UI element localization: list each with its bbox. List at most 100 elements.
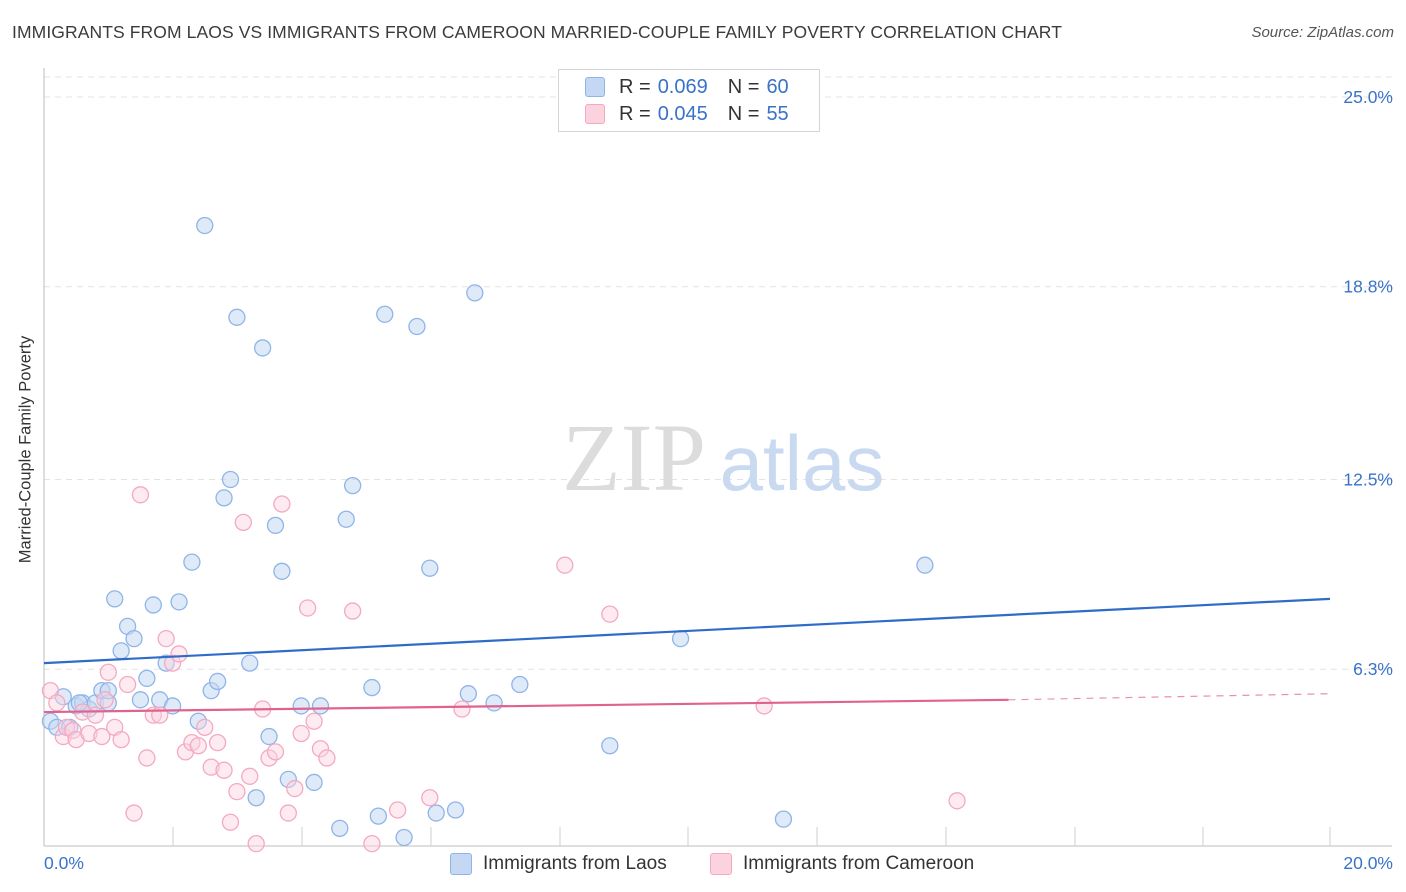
watermark: ZIP atlas <box>562 404 884 511</box>
laos-point <box>112 642 130 660</box>
cameroon-point <box>601 605 619 623</box>
cameroon-point <box>279 804 297 822</box>
laos-point <box>408 317 426 336</box>
laos-point <box>916 556 934 574</box>
laos-point <box>601 737 619 755</box>
cameroon-point <box>170 645 188 663</box>
laos-point <box>337 510 355 528</box>
cameroon-point <box>215 761 233 779</box>
y-tick-label: 18.8% <box>1343 277 1393 297</box>
cameroon-point <box>247 834 265 853</box>
chart-title: IMMIGRANTS FROM LAOS VS IMMIGRANTS FROM … <box>12 22 1062 42</box>
cameroon-point <box>388 801 407 819</box>
cameroon-point <box>363 834 381 853</box>
laos-point <box>485 694 503 712</box>
legend-row-laos: R = 0.069 N = 60 <box>585 76 789 98</box>
cameroon-point <box>202 758 220 776</box>
y-tick-label: 12.5% <box>1343 470 1393 490</box>
n-value-laos: 60 <box>766 75 789 98</box>
laos-point <box>459 685 478 703</box>
laos-point <box>247 789 265 807</box>
r-value-laos: 0.069 <box>657 75 708 98</box>
cameroon-point <box>138 749 156 767</box>
cameroon-point <box>755 697 773 715</box>
watermark-zip: ZIP <box>562 404 706 511</box>
laos-point <box>266 516 285 535</box>
x-tick-label: 0.0% <box>44 853 84 873</box>
cameroon-point <box>948 792 966 810</box>
bottom-legend-laos: Immigrants from Laos <box>450 852 667 876</box>
laos-point <box>106 590 124 608</box>
laos-point <box>215 489 233 507</box>
laos-point <box>343 476 362 495</box>
y-tick-label: 25.0% <box>1343 87 1393 107</box>
laos-point <box>241 654 259 672</box>
cameroon-point <box>421 789 439 807</box>
cameroon-point <box>298 599 317 617</box>
cameroon-trend-extension <box>1008 693 1331 701</box>
laos-point <box>774 810 793 828</box>
n-value-cameroon: 55 <box>766 102 789 125</box>
laos-point <box>376 305 394 323</box>
n-label: N = <box>727 75 760 98</box>
laos-point <box>196 216 214 235</box>
legend-row-cameroon: R = 0.045 N = 55 <box>585 103 789 125</box>
cameroon-point <box>318 749 336 767</box>
laos-point <box>125 629 143 648</box>
trend-lines <box>43 597 1331 714</box>
cameroon-point <box>80 724 98 743</box>
cameroon-point <box>112 730 130 749</box>
laos-point <box>305 773 323 792</box>
laos-point <box>131 691 150 709</box>
cameroon-point <box>311 740 330 758</box>
laos-point <box>427 804 445 822</box>
cameroon-point <box>189 737 207 755</box>
laos-point <box>421 559 439 577</box>
laos-point <box>279 770 297 789</box>
cameroon-point <box>292 724 310 743</box>
r-label: R = <box>619 102 651 125</box>
cameroon-point <box>131 486 150 504</box>
cameroon-point <box>260 749 278 767</box>
n-label: N = <box>727 102 760 125</box>
laos-legend-swatch <box>450 853 472 875</box>
laos-point <box>253 339 272 357</box>
laos-trend-line <box>43 597 1331 665</box>
axes <box>43 68 1392 847</box>
watermark-atlas: atlas <box>720 419 885 507</box>
cameroon-swatch <box>585 104 605 124</box>
laos-legend-label: Immigrants from Laos <box>483 853 667 874</box>
laos-point <box>170 593 188 611</box>
cameroon-point <box>48 694 66 712</box>
tick-labels: 25.0% 18.8% 12.5% 6.3% 0.0% 20.0% <box>44 87 1393 873</box>
x-tick-label: 20.0% <box>1343 853 1393 873</box>
cameroon-point <box>125 804 143 822</box>
y-axis-label: Married-Couple Family Poverty <box>16 335 35 564</box>
laos-point <box>671 629 690 648</box>
laos-swatch <box>585 77 605 97</box>
laos-point <box>369 807 388 825</box>
cameroon-point <box>273 495 291 513</box>
cameroon-point <box>228 782 246 801</box>
laos-point <box>228 308 246 326</box>
cameroon-point <box>453 700 471 718</box>
laos-point <box>189 712 207 730</box>
laos-point <box>311 697 330 715</box>
laos-point <box>260 727 278 746</box>
cameroon-trend-line <box>43 698 1009 714</box>
cameroon-point <box>96 691 114 709</box>
laos-point <box>138 669 156 688</box>
cameroon-point <box>118 675 137 694</box>
cameroon-legend-label: Immigrants from Cameroon <box>743 853 975 874</box>
cameroon-point <box>93 727 111 746</box>
laos-point <box>363 678 381 697</box>
bottom-legend-cameroon: Immigrants from Cameroon <box>710 852 974 876</box>
laos-point <box>331 819 349 837</box>
laos-point <box>273 562 291 580</box>
laos-point <box>144 596 162 614</box>
laos-point <box>511 675 529 694</box>
chart-source: Source: ZipAtlas.com <box>1251 24 1394 41</box>
cameroon-point <box>286 779 304 798</box>
gridlines <box>44 76 1392 670</box>
